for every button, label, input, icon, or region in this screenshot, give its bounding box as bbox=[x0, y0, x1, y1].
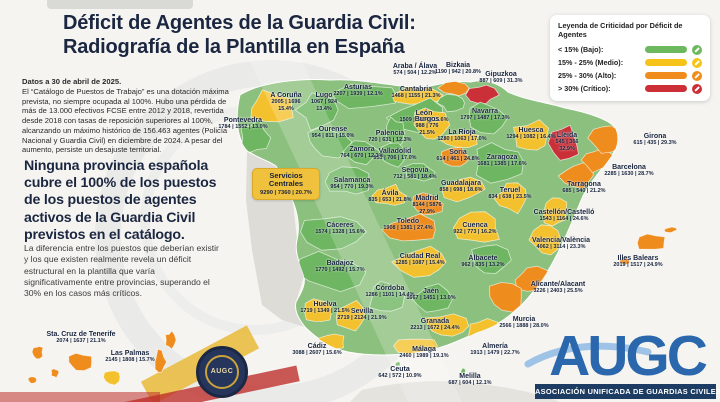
province-region-toledo bbox=[381, 213, 436, 242]
province-region-burgos bbox=[413, 107, 451, 140]
legend-item-critico: > 30% (Crítico): bbox=[558, 82, 702, 95]
legend-title: Leyenda de Criticidad por Déficit de Age… bbox=[558, 21, 683, 39]
province-region-la-rioja bbox=[439, 133, 480, 149]
province-region-navarra bbox=[468, 101, 509, 135]
province-region-ourense bbox=[307, 126, 353, 159]
province-region-lleida bbox=[547, 124, 579, 161]
central-services-name: Servicios Centrales bbox=[268, 171, 304, 189]
province-region-granada bbox=[424, 313, 470, 337]
diagonal-sheen bbox=[240, 40, 462, 402]
province-region-valencia-val-ncia bbox=[528, 224, 562, 256]
key-statement: Ninguna provincia española cubre el 100%… bbox=[24, 158, 217, 243]
central-services-stats: 9290 | 7360 | 20.7% bbox=[260, 189, 312, 196]
intro-date: Datos a 30 de abril de 2025. bbox=[22, 77, 122, 86]
page-title: Déficit de Agentes de la Guardia Civil: … bbox=[63, 12, 416, 58]
legend-badge-icon bbox=[692, 70, 702, 81]
legend-label: 15% - 25% (Medio): bbox=[558, 58, 624, 67]
province-region-ja-n bbox=[411, 283, 453, 313]
province-region-c-rdoba bbox=[368, 280, 405, 312]
province-region-c-ceres bbox=[300, 216, 367, 251]
province-region-gipuzkoa bbox=[465, 84, 500, 105]
island-la-gomera bbox=[50, 368, 60, 379]
augc-logo: AUGC bbox=[549, 324, 708, 388]
island-ceuta-dot bbox=[394, 360, 401, 367]
legend-label: 25% - 30% (Alto): bbox=[558, 71, 617, 80]
legend-badge-icon bbox=[692, 44, 702, 55]
legend-color-bar bbox=[645, 59, 687, 66]
province-region-girona bbox=[587, 125, 618, 154]
province-region-madrid bbox=[411, 192, 444, 216]
island-lanzarote bbox=[164, 330, 177, 350]
province-region-lugo bbox=[294, 92, 339, 131]
island-gran-canaria bbox=[102, 370, 121, 386]
province-region-asturias bbox=[332, 84, 397, 109]
island-ibiza bbox=[618, 256, 630, 265]
island-menorca bbox=[663, 226, 678, 233]
legend-color-bar bbox=[645, 46, 687, 53]
detail-paragraph: La diferencia entre los puestos que debe… bbox=[24, 243, 219, 299]
legend-label: < 15% (Bajo): bbox=[558, 45, 604, 54]
island-el-hierro bbox=[27, 376, 38, 384]
island-la-palma bbox=[31, 346, 44, 360]
province-region-albacete bbox=[471, 244, 512, 274]
central-services-badge: Servicios Centrales 9290 | 7360 | 20.7% bbox=[252, 168, 320, 200]
province-region-cuenca bbox=[452, 211, 500, 243]
province-region-guadalajara bbox=[441, 176, 486, 203]
island-fuerteventura bbox=[154, 348, 168, 373]
morocco-landmass bbox=[350, 381, 560, 402]
intro-paragraph: Datos a 30 de abril de 2025. El “Catálogo… bbox=[22, 77, 229, 155]
province-region-a-coru-a bbox=[250, 89, 294, 123]
legend-color-bar bbox=[645, 85, 687, 92]
augc-banner: ASOCIACIÓN UNIFICADA DE GUARDIAS CIVILES bbox=[535, 384, 720, 399]
province-region-soria bbox=[441, 146, 471, 167]
island-tenerife bbox=[68, 352, 93, 372]
legend-label: > 30% (Crítico): bbox=[558, 84, 611, 93]
top-gray-bar bbox=[47, 0, 193, 9]
province-region-murcia bbox=[488, 282, 522, 313]
province-region-ciudad-real bbox=[391, 245, 447, 278]
province-region--vila bbox=[371, 183, 408, 206]
province-region-zamora bbox=[342, 140, 381, 166]
province-region-bizkaia bbox=[437, 79, 470, 97]
province-region-araba-lava bbox=[436, 93, 465, 113]
province-region-sevilla bbox=[335, 299, 366, 332]
legend-item-medio: 15% - 25% (Medio): bbox=[558, 56, 702, 69]
province-region-huesca bbox=[513, 119, 549, 151]
intro-body: El “Catálogo de Puestos de Trabajo” es u… bbox=[22, 86, 229, 155]
legend-color-bar bbox=[645, 72, 687, 79]
island-mallorca bbox=[636, 233, 666, 250]
legend-box: Leyenda de Criticidad por Déficit de Age… bbox=[550, 15, 710, 101]
legend-item-bajo: < 15% (Bajo): bbox=[558, 43, 702, 56]
province-region-huelva bbox=[304, 298, 332, 322]
province-region-segovia bbox=[403, 163, 436, 182]
province-region-teruel bbox=[493, 182, 527, 215]
augc-crest-icon: AUGC bbox=[196, 346, 248, 398]
province-region-pontevedra bbox=[240, 118, 272, 153]
legend-rows: < 15% (Bajo): 15% - 25% (Medio): 25% - 30%… bbox=[558, 43, 702, 95]
province-region-salamanca bbox=[324, 166, 370, 195]
island-melilla-dot bbox=[460, 367, 467, 374]
legend-item-alto: 25% - 30% (Alto): bbox=[558, 69, 702, 82]
legend-badge-icon bbox=[692, 83, 702, 94]
legend-badge-icon bbox=[692, 57, 702, 68]
augc-crest-label: AUGC bbox=[210, 368, 234, 375]
province-region-castell-n-castell- bbox=[543, 197, 568, 227]
province-region-valladolid bbox=[379, 142, 407, 168]
province-region-zaragoza bbox=[475, 142, 524, 184]
